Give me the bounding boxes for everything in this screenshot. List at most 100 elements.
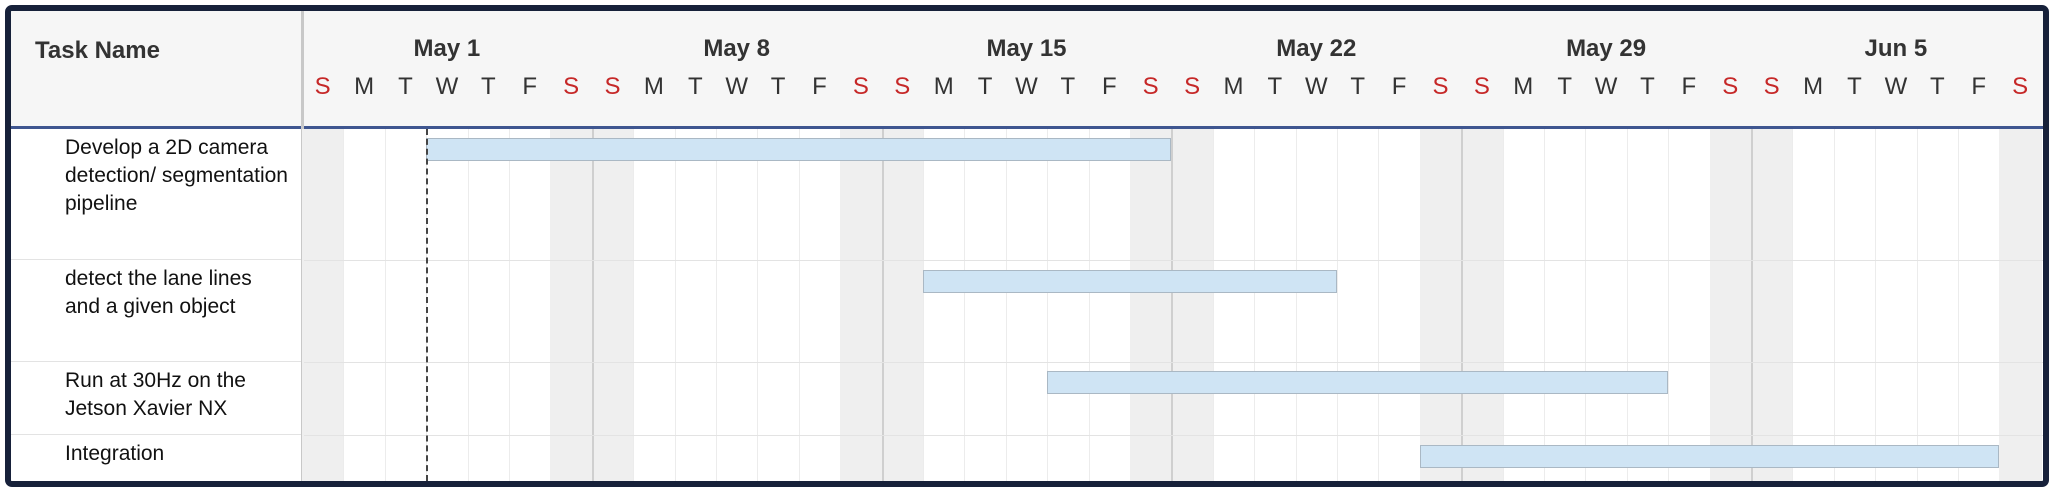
row-separator (304, 435, 2043, 436)
day-letter: F (1971, 73, 1987, 100)
day-letter: F (1391, 73, 1407, 100)
day-grid-line (384, 129, 386, 481)
day-letter: T (1847, 73, 1862, 100)
task-panel: Task Name Develop a 2D camera detection/… (11, 11, 301, 481)
task-name[interactable]: Develop a 2D camera detection/ segmentat… (65, 136, 288, 215)
task-bar[interactable] (1419, 445, 2000, 468)
day-letter: F (812, 73, 827, 100)
day-letter: M (1803, 73, 1824, 100)
day-letter: S (1142, 73, 1159, 100)
day-grid-line (1626, 129, 1628, 481)
day-letter: F (522, 73, 538, 100)
task-name[interactable]: Integration (65, 442, 165, 465)
task-name[interactable]: Run at 30Hz on the Jetson Xavier NX (65, 369, 246, 420)
task-bar[interactable] (923, 270, 1337, 293)
weekend-shade (1130, 129, 1172, 481)
weekend-shade (881, 129, 923, 481)
gantt-chart: Task Name Develop a 2D camera detection/… (11, 11, 2043, 481)
day-grid-line (1378, 129, 1380, 481)
task-name-header[interactable]: Task Name (35, 37, 160, 64)
day-letter: S (563, 73, 580, 100)
weekend-shade (1419, 129, 1462, 481)
today-marker-line (426, 129, 429, 481)
week-separator (1171, 129, 1174, 481)
day-grid-line (633, 129, 635, 481)
task-row[interactable]: Integration (11, 435, 301, 481)
weekend-shade (1751, 129, 1793, 481)
day-grid-line (798, 129, 800, 481)
day-grid-line (1958, 129, 1959, 481)
day-letter: M (643, 73, 664, 100)
task-bar[interactable] (1047, 371, 1669, 394)
day-letter: W (435, 73, 459, 100)
day-letter: F (1681, 73, 1697, 100)
day-grid-line (467, 129, 469, 481)
day-letter: T (1557, 73, 1573, 100)
task-row[interactable]: detect the lane lines and a given object (11, 260, 301, 362)
day-grid-line (509, 129, 510, 481)
day-letter: S (1763, 73, 1780, 100)
day-letter: T (687, 73, 703, 100)
day-grid-line (2040, 129, 2042, 481)
weekend-shade (1461, 129, 1503, 481)
day-letter: W (1884, 73, 1908, 100)
task-bar[interactable] (426, 138, 1172, 161)
day-grid-line (716, 129, 717, 481)
day-letter: W (1594, 73, 1618, 100)
weekend-shade (591, 129, 634, 481)
day-letter: W (1304, 73, 1328, 100)
day-grid-line (964, 129, 966, 481)
gantt-frame: Task Name Develop a 2D camera detection/… (5, 5, 2049, 487)
day-letter: W (1015, 73, 1038, 100)
day-letter: T (1267, 73, 1283, 100)
day-letter: S (314, 73, 331, 100)
day-grid-line (1212, 129, 1214, 481)
day-letter: T (1929, 73, 1945, 100)
day-grid-line (1502, 129, 1504, 481)
day-grid-line (1916, 129, 1918, 481)
day-grid-line (1337, 129, 1338, 481)
task-row[interactable]: Develop a 2D camera detection/ segmentat… (11, 129, 301, 260)
day-grid-line (1295, 129, 1297, 481)
week-label: May 29 (1566, 35, 1647, 62)
day-grid-line (1792, 129, 1794, 481)
weekend-shade (1999, 129, 2041, 481)
day-grid-line (1047, 129, 1049, 481)
week-label: May 1 (413, 35, 481, 62)
weekend-shade (550, 129, 592, 481)
day-letter: S (1432, 73, 1449, 100)
week-separator (1461, 129, 1464, 481)
weekend-shade (1709, 129, 1751, 481)
day-letter: M (1223, 73, 1244, 100)
week-separator (1751, 129, 1753, 481)
week-separator (591, 129, 594, 481)
day-grid-line (1585, 129, 1587, 481)
day-grid-line (1668, 129, 1670, 481)
day-letter: S (604, 73, 621, 100)
day-grid-line (1875, 129, 1877, 481)
day-grid-line (923, 129, 924, 481)
task-column-header: Task Name (11, 11, 301, 129)
day-grid-line (1833, 129, 1835, 481)
day-grid-line (1254, 129, 1256, 481)
task-row[interactable]: Run at 30Hz on the Jetson Xavier NX (11, 362, 301, 435)
day-letter: M (1513, 73, 1534, 100)
day-grid-line (674, 129, 676, 481)
timeline-body (302, 129, 2043, 481)
day-letter: S (894, 73, 911, 100)
day-grid-line (1005, 129, 1007, 481)
day-letter: S (1184, 73, 1201, 100)
day-grid-line (1544, 129, 1545, 481)
day-grid-line (343, 129, 345, 481)
day-letter: T (770, 73, 786, 100)
week-label: Jun 5 (1864, 35, 1928, 62)
day-letter: S (2012, 73, 2029, 100)
row-separator (304, 362, 2043, 363)
task-name[interactable]: detect the lane lines and a given object (65, 267, 252, 318)
day-grid-line (1088, 129, 1090, 481)
day-letter: T (1640, 73, 1655, 100)
week-label: May 8 (703, 35, 771, 62)
week-separator (881, 129, 884, 481)
